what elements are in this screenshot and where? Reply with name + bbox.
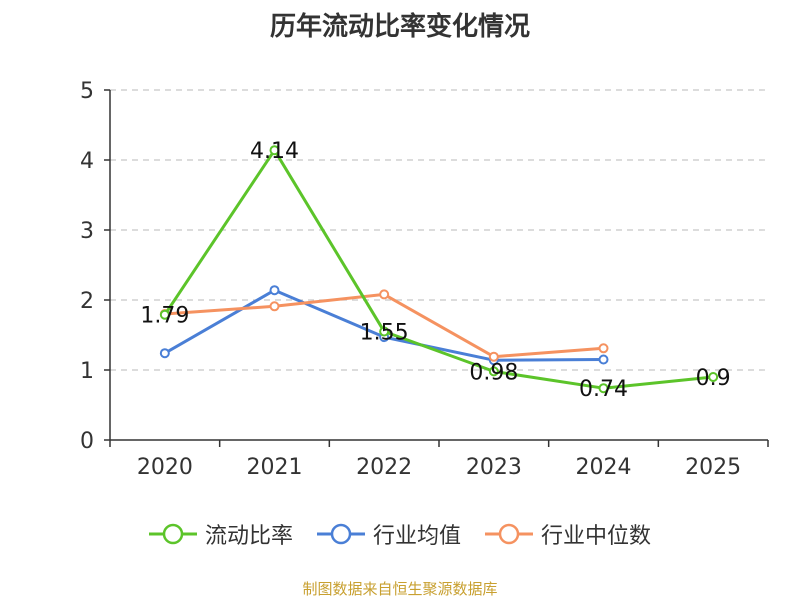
data-point-industry-median-2024 — [598, 343, 609, 354]
data-label-current-ratio-2024: 0.74 — [579, 377, 628, 402]
source-note: 制图数据来自恒生聚源数据库 — [302, 580, 498, 598]
legend-swatch-industry-mean — [316, 523, 365, 545]
data-point-industry-mean-2021 — [269, 285, 280, 296]
chart-title: 历年流动比率变化情况 — [269, 12, 530, 42]
y-tick-label-5: 5 — [80, 79, 94, 104]
data-point-industry-mean-2020 — [159, 348, 170, 359]
legend-swatch-current-ratio — [148, 523, 197, 545]
x-tick-label-2020: 2020 — [137, 455, 193, 480]
y-tick-label-4: 4 — [80, 149, 94, 174]
series-line-current-ratio — [163, 148, 714, 390]
x-tick-label-2024: 2024 — [576, 455, 632, 480]
data-point-current-ratio-2022 — [379, 326, 390, 337]
data-point-industry-mean-2024 — [598, 354, 609, 365]
y-tick-label-2: 2 — [80, 289, 94, 314]
data-label-current-ratio-2021: 4.14 — [250, 139, 299, 164]
legend-label-industry-mean: 行业均值 — [372, 524, 461, 549]
data-label-current-ratio-2022: 1.55 — [360, 321, 409, 346]
data-point-industry-median-2022 — [379, 289, 390, 300]
data-label-current-ratio-2023: 0.98 — [469, 360, 518, 385]
legend: 流动比率 行业均值 行业中位数 — [0, 518, 800, 550]
axis-layer: 0 1 2 3 4 5 2020 2021 2022 2023 2024 2025 — [80, 79, 769, 480]
data-point-current-ratio-2020 — [159, 309, 170, 320]
data-point-current-ratio-2023 — [488, 366, 499, 377]
series-layer — [159, 145, 719, 394]
data-point-current-ratio-2025 — [708, 372, 719, 382]
data-label-layer: 1.79 4.14 1.55 0.98 0.74 0.9 — [140, 139, 730, 402]
x-tick-label-2023: 2023 — [466, 455, 522, 480]
x-tick-label-2025: 2025 — [685, 455, 741, 480]
y-tick-label-3: 3 — [80, 219, 94, 244]
y-tick-label-0: 0 — [80, 429, 94, 454]
legend-swatch-industry-median — [485, 523, 533, 545]
legend-label-industry-median: 行业中位数 — [541, 524, 652, 549]
data-point-current-ratio-2024 — [598, 383, 609, 394]
legend-item-current-ratio[interactable]: 流动比率 — [148, 518, 293, 550]
data-label-current-ratio-2025: 0.9 — [696, 366, 731, 391]
data-label-current-ratio-2020: 1.79 — [140, 304, 189, 329]
data-point-industry-median-2023 — [488, 351, 499, 362]
legend-label-current-ratio: 流动比率 — [204, 524, 293, 549]
x-tick-label-2021: 2021 — [247, 455, 303, 480]
legend-item-industry-mean[interactable]: 行业均值 — [316, 518, 461, 550]
y-tick-label-1: 1 — [80, 359, 94, 384]
x-tick-label-2022: 2022 — [356, 455, 412, 480]
data-point-industry-median-2021 — [269, 301, 280, 312]
legend-item-industry-median[interactable]: 行业中位数 — [485, 518, 651, 550]
data-point-current-ratio-2021 — [269, 145, 280, 156]
